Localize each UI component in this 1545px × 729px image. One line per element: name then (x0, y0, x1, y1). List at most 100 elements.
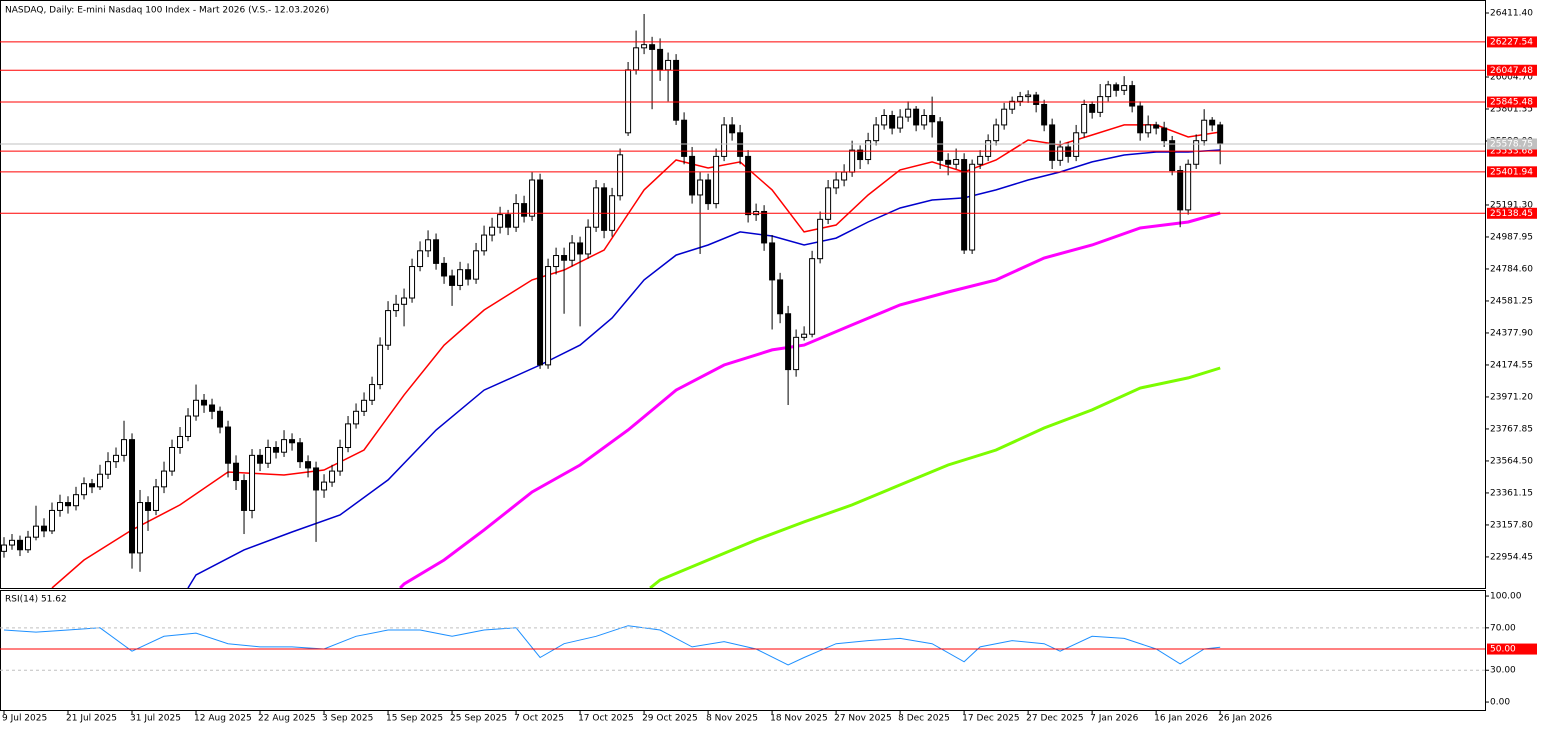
x-tick-label: 21 Jul 2025 (66, 714, 117, 724)
candle-body (25, 536, 32, 551)
candle-body (89, 483, 96, 488)
x-tick-label: 26 Jan 2026 (1218, 714, 1272, 724)
candle-body (745, 155, 752, 216)
candle-body (881, 114, 888, 126)
candle-body (1041, 103, 1048, 126)
candle-body (345, 423, 352, 448)
y-tick-label: 23157.80 (1490, 520, 1533, 530)
x-tick-label: 16 Jan 2026 (1154, 714, 1208, 724)
candle-body (697, 179, 704, 196)
candle-body (249, 454, 256, 511)
candle-body (465, 269, 472, 280)
candle-body (921, 114, 928, 126)
candle-body (1081, 103, 1088, 134)
x-tick-label: 3 Sep 2025 (322, 714, 373, 724)
y-tick-label: 100.00 (1490, 592, 1522, 602)
x-tick-label: 25 Sep 2025 (450, 714, 507, 724)
level-label: 25401.94 (1490, 167, 1533, 177)
x-tick-label: 12 Aug 2025 (194, 714, 252, 724)
candle-body (385, 310, 392, 346)
candle-body (681, 119, 688, 157)
x-tick-label: 8 Dec 2025 (898, 714, 950, 724)
candle-body (145, 502, 152, 511)
candle-body (457, 269, 464, 286)
plot-area (3, 625, 1221, 666)
rsi-line (3, 625, 1221, 666)
candle-body (393, 303, 400, 312)
candle-body (41, 525, 48, 532)
candle-body (105, 461, 112, 475)
candle-body (1097, 96, 1104, 113)
candle-body (169, 446, 176, 472)
candle-body (313, 467, 320, 491)
y-tick-label: 23361.15 (1490, 488, 1533, 498)
level-label-bg (1487, 36, 1537, 48)
candle-body (801, 333, 808, 338)
level-label-bg (1487, 96, 1537, 108)
y-tick-label: 24987.95 (1490, 232, 1533, 242)
candle-body (793, 336, 800, 371)
candle-body (497, 214, 504, 228)
candle-body (657, 48, 664, 71)
candle-body (409, 266, 416, 299)
candle-body (185, 415, 192, 437)
candle-body (1137, 105, 1144, 134)
candle-body (929, 114, 936, 123)
candle-body (945, 159, 952, 165)
candle-body (49, 509, 56, 532)
candle-body (937, 121, 944, 161)
candle-body (321, 481, 328, 491)
candle-body (153, 486, 160, 511)
candle-body (985, 140, 992, 157)
candle-body (377, 344, 384, 386)
candle-body (825, 187, 832, 220)
signal-label-bg (1487, 643, 1537, 655)
chart-title: NASDAQ, Daily: E-mini Nasdaq 100 Index -… (5, 6, 329, 16)
candle-body (1057, 146, 1064, 161)
candle-body (737, 132, 744, 157)
y-tick-label: 25801.35 (1490, 104, 1533, 114)
moving-average (187, 149, 1221, 588)
candle-body (1001, 108, 1008, 126)
candle-body (833, 179, 840, 189)
candle-body (17, 539, 24, 551)
candle-body (673, 59, 680, 121)
candle-body (369, 384, 376, 401)
candle-body (521, 203, 528, 217)
candle-body (849, 149, 856, 173)
x-tick-label: 17 Oct 2025 (578, 714, 634, 724)
candle-body (665, 59, 672, 71)
candle-body (729, 124, 736, 134)
x-tick-label: 29 Oct 2025 (642, 714, 698, 724)
candle-body (761, 210, 768, 244)
level-label-bg (1487, 64, 1537, 76)
x-tick-label: 27 Nov 2025 (834, 714, 892, 724)
x-tick-label: 9 Jul 2025 (2, 714, 47, 724)
candle-body (1, 544, 8, 552)
y-tick-label: 26411.40 (1490, 8, 1533, 18)
y-tick-label: 24581.25 (1490, 296, 1533, 306)
current-price-label: 25578.75 (1490, 140, 1533, 150)
level-label-bg (1487, 207, 1537, 219)
candle-body (913, 108, 920, 126)
candle-body (625, 69, 632, 134)
candle-body (705, 179, 712, 205)
candle-body (1113, 84, 1120, 91)
candle-body (1065, 146, 1072, 157)
x-tick-label: 17 Dec 2025 (962, 714, 1020, 724)
candle-body (137, 502, 144, 554)
candle-body (1009, 100, 1016, 110)
candle-body (897, 116, 904, 129)
candle-body (177, 435, 184, 448)
candle-body (225, 426, 232, 464)
candle-body (1073, 132, 1080, 157)
candle-body (1217, 124, 1224, 145)
candle-body (65, 502, 72, 507)
x-tick-label: 18 Nov 2025 (770, 714, 828, 724)
candle-body (297, 442, 304, 463)
candle-body (257, 454, 264, 464)
candle-body (193, 399, 200, 417)
candle-body (209, 404, 216, 412)
candle-body (489, 226, 496, 236)
moving-average (649, 366, 1221, 588)
